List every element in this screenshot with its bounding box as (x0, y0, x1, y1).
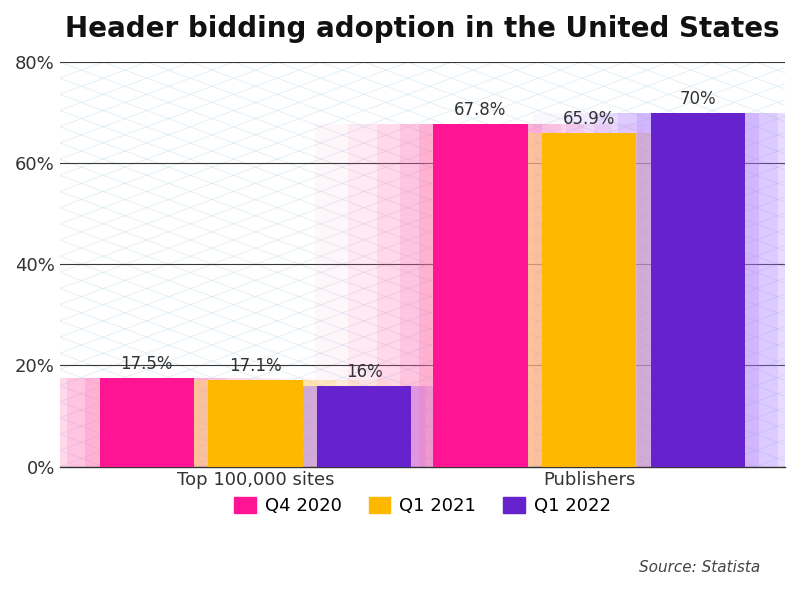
Bar (377, 124, 584, 467)
Bar (528, 133, 650, 467)
Bar (0, 378, 312, 467)
Bar (424, 133, 754, 467)
Bar (651, 113, 745, 467)
Bar (199, 385, 530, 467)
Bar (209, 380, 302, 467)
Bar (486, 133, 693, 467)
Bar (86, 378, 208, 467)
Bar (303, 385, 426, 467)
Text: 17.5%: 17.5% (121, 355, 173, 373)
Bar (348, 124, 612, 467)
Text: Source: Statista: Source: Statista (638, 560, 760, 575)
Bar (637, 113, 759, 467)
Bar (284, 385, 445, 467)
Bar (175, 380, 336, 467)
Bar (618, 113, 778, 467)
Bar (315, 124, 646, 467)
Bar (434, 124, 527, 467)
Bar (566, 113, 800, 467)
Bar (261, 385, 468, 467)
Text: 17.1%: 17.1% (230, 357, 282, 375)
Bar (232, 385, 496, 467)
Bar (594, 113, 800, 467)
Bar (123, 380, 387, 467)
Title: Header bidding adoption in the United States: Header bidding adoption in the United St… (65, 15, 780, 43)
Bar (194, 380, 317, 467)
Bar (100, 378, 194, 467)
Text: 67.8%: 67.8% (454, 101, 506, 119)
Text: 70%: 70% (680, 90, 716, 107)
Bar (66, 378, 227, 467)
Bar (43, 378, 250, 467)
Text: 16%: 16% (346, 362, 382, 381)
Bar (457, 133, 721, 467)
Bar (90, 380, 421, 467)
Bar (152, 380, 359, 467)
Bar (14, 378, 278, 467)
Legend: Q4 2020, Q1 2021, Q1 2022: Q4 2020, Q1 2021, Q1 2022 (226, 489, 618, 522)
Bar (533, 113, 800, 467)
Text: 65.9%: 65.9% (563, 110, 615, 128)
Bar (509, 133, 670, 467)
Bar (542, 133, 636, 467)
Bar (318, 385, 411, 467)
Bar (419, 124, 542, 467)
Bar (400, 124, 561, 467)
